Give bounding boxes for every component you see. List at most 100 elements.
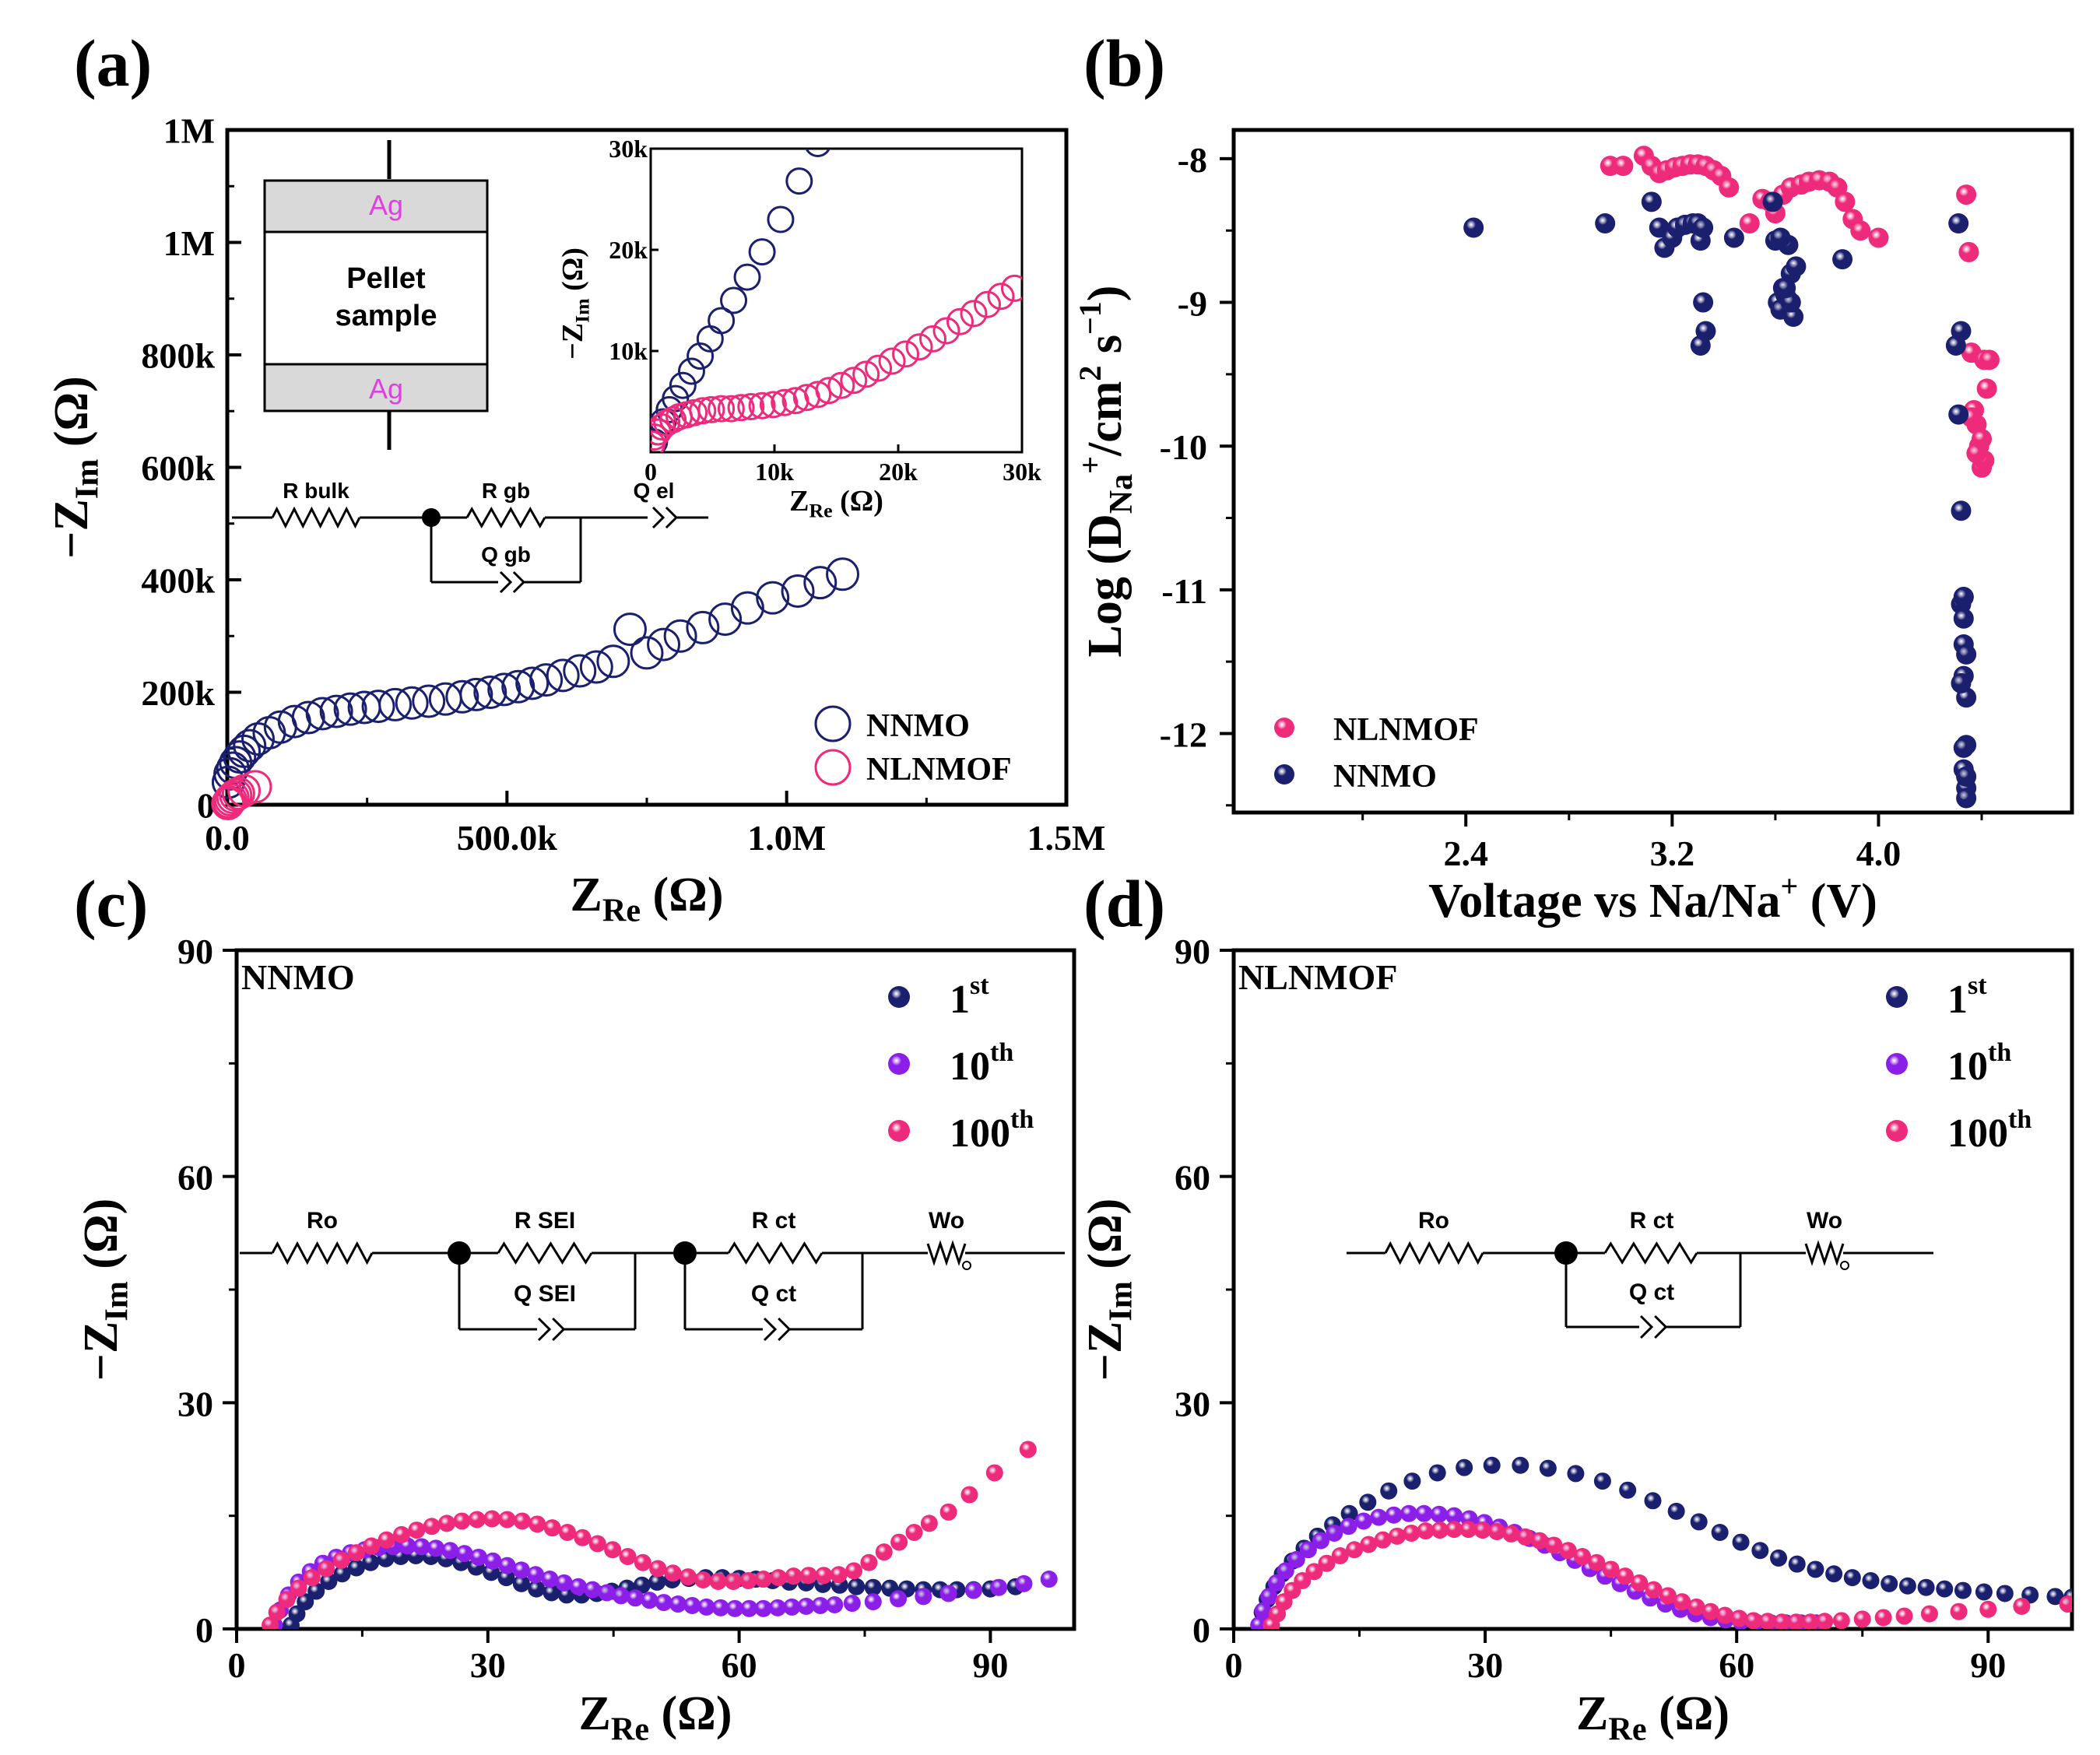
data-point bbox=[1483, 1456, 1501, 1474]
data-point bbox=[770, 1569, 788, 1587]
data-point bbox=[501, 669, 536, 704]
data-point bbox=[1430, 1505, 1448, 1523]
y-tick-label: -12 bbox=[1160, 714, 1207, 754]
resistor-symbol bbox=[497, 1241, 593, 1265]
data-point bbox=[1415, 1504, 1433, 1522]
data-point bbox=[233, 728, 267, 763]
data-point bbox=[512, 1561, 530, 1579]
data-point bbox=[1953, 608, 1974, 629]
data-point bbox=[423, 1518, 441, 1536]
data-point bbox=[1751, 1542, 1769, 1560]
data-point bbox=[1512, 1456, 1529, 1474]
circuit-label: Wo bbox=[1807, 1208, 1842, 1234]
data-point bbox=[588, 1535, 606, 1553]
cpe-symbol bbox=[651, 506, 665, 529]
inset-data-point bbox=[805, 149, 831, 157]
legend-label: 1st bbox=[950, 971, 989, 1022]
data-point bbox=[1788, 1555, 1806, 1573]
data-point bbox=[1948, 404, 1969, 425]
y-tick-label: 200k bbox=[141, 673, 215, 713]
inset-data-point bbox=[840, 367, 868, 395]
data-point bbox=[1445, 1507, 1463, 1525]
warburg-symbol bbox=[926, 1240, 967, 1266]
data-point bbox=[1331, 1547, 1349, 1565]
data-point bbox=[1832, 1612, 1850, 1629]
cpe-symbol bbox=[512, 570, 526, 594]
data-point bbox=[915, 1588, 932, 1606]
data-point bbox=[1951, 672, 1972, 693]
data-point bbox=[1359, 1494, 1377, 1511]
data-point bbox=[1673, 1593, 1691, 1611]
data-point bbox=[1972, 428, 1993, 449]
data-point bbox=[1318, 1554, 1336, 1572]
data-point bbox=[1711, 1523, 1729, 1541]
data-point bbox=[1953, 737, 1974, 758]
inset-data-point bbox=[653, 409, 681, 437]
legend-marker bbox=[888, 1053, 910, 1075]
data-point bbox=[579, 650, 613, 684]
inset-data bbox=[651, 149, 1022, 452]
data-point bbox=[498, 1557, 516, 1574]
ag-electrode-top bbox=[263, 179, 489, 233]
data-point bbox=[1019, 1441, 1037, 1458]
data-point bbox=[939, 1585, 957, 1602]
data-point bbox=[1881, 1574, 1898, 1592]
legend-label: 100th bbox=[1947, 1105, 2032, 1156]
data-point bbox=[333, 692, 367, 726]
data-point bbox=[1835, 191, 1856, 212]
y-tick-label: 800k bbox=[141, 336, 215, 376]
data-point bbox=[219, 778, 253, 813]
panel-label-c: (c) bbox=[74, 866, 148, 941]
circuit-label: Q el bbox=[634, 479, 675, 503]
data-point bbox=[826, 557, 860, 591]
data-point bbox=[1312, 1532, 1330, 1550]
data-point bbox=[990, 1578, 1008, 1596]
data-point bbox=[1277, 1562, 1294, 1580]
data-point bbox=[1739, 213, 1760, 234]
data-point bbox=[619, 1547, 637, 1565]
inset-x-tick-label: 20k bbox=[879, 458, 918, 486]
data-point bbox=[1744, 1612, 1762, 1629]
legend-label: 10th bbox=[1947, 1038, 2011, 1089]
data-point bbox=[1862, 1571, 1880, 1589]
data-point bbox=[1380, 1482, 1398, 1500]
data-point bbox=[527, 1566, 545, 1584]
data-point bbox=[783, 1598, 801, 1616]
data-point bbox=[1294, 1571, 1312, 1589]
inset-data-point bbox=[827, 371, 855, 399]
y-tick-label: -9 bbox=[1178, 284, 1207, 324]
data-point bbox=[363, 1537, 381, 1555]
data-point bbox=[612, 1587, 630, 1605]
x-tick-label: 60 bbox=[722, 1645, 757, 1685]
data-point bbox=[1786, 256, 1807, 277]
inset-data-point bbox=[677, 357, 705, 385]
series-100th bbox=[262, 1441, 1037, 1629]
data-point bbox=[655, 1594, 672, 1612]
panel-label-d: (d) bbox=[1083, 866, 1165, 941]
circuit-label: R SEI bbox=[514, 1208, 575, 1234]
y-tick-label: -8 bbox=[1178, 140, 1207, 180]
legend-marker bbox=[814, 749, 852, 786]
data-point bbox=[939, 1503, 957, 1521]
warburg-symbol bbox=[1804, 1240, 1845, 1266]
data-point bbox=[1723, 227, 1744, 248]
data-point bbox=[1602, 1560, 1620, 1578]
data-point bbox=[1400, 1504, 1418, 1522]
inset-data-point bbox=[659, 405, 687, 433]
data-point bbox=[513, 1512, 531, 1530]
data-point bbox=[1488, 1523, 1506, 1541]
y-tick-label: 90 bbox=[177, 932, 213, 971]
inset-data-point bbox=[919, 325, 947, 353]
data-point bbox=[1917, 1578, 1935, 1596]
data-point bbox=[469, 1548, 487, 1566]
data-point bbox=[1354, 1512, 1372, 1530]
data-point bbox=[570, 1578, 588, 1595]
circuit-label: R bulk bbox=[283, 479, 349, 503]
series-NNMO bbox=[1463, 191, 1977, 809]
plot-frame-c bbox=[234, 948, 1076, 1631]
data-point bbox=[1687, 1598, 1705, 1616]
data-point bbox=[529, 1515, 546, 1533]
data-point bbox=[848, 1578, 866, 1595]
data-point bbox=[305, 697, 339, 731]
data-point bbox=[543, 1519, 561, 1537]
